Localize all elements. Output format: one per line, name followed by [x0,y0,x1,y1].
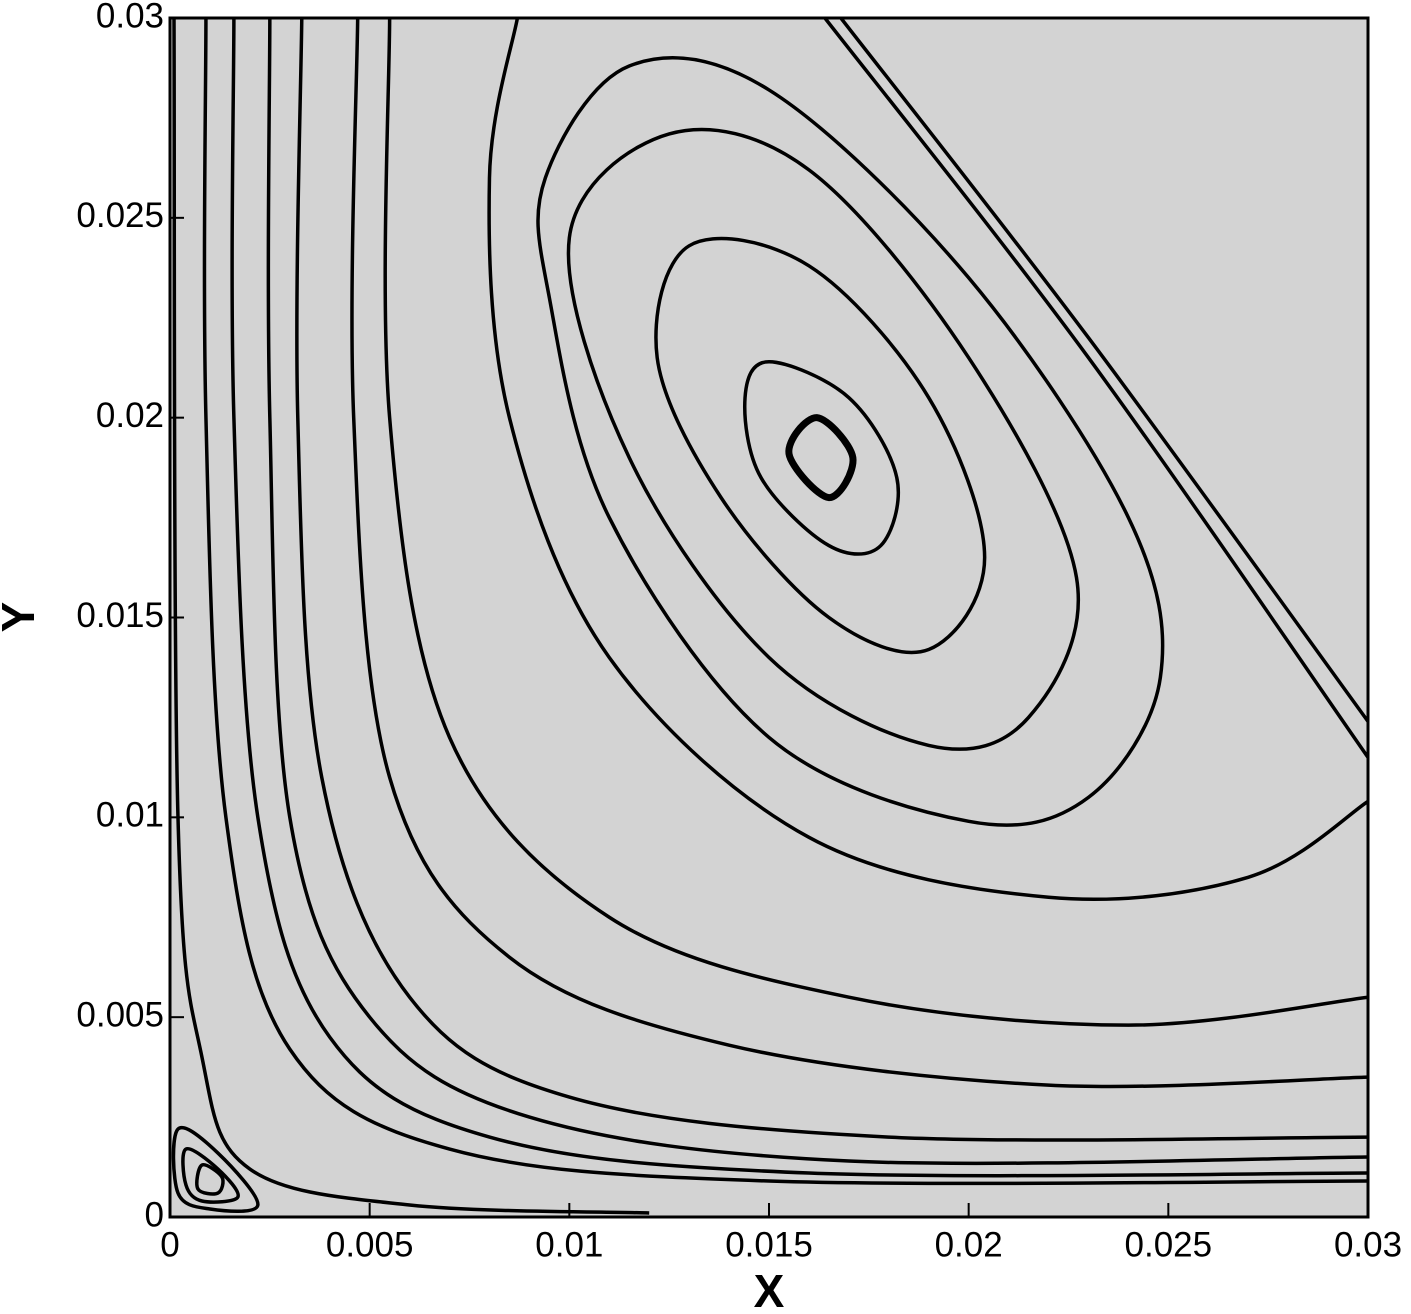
streamline [487,18,1368,902]
x-tick-label: 0.015 [725,1225,813,1264]
streamline [536,56,1165,827]
x-tick-label: 0.02 [935,1225,1003,1264]
x-tick-label: 0.03 [1334,1225,1402,1264]
x-tick-label: 0 [160,1225,179,1264]
x-tick-label: 0.01 [535,1225,603,1264]
streamline [195,1163,225,1196]
streamline [181,1147,240,1204]
y-tick-label: 0.02 [96,396,164,435]
y-tick-label: 0.01 [96,796,164,835]
streamline [383,18,1368,1027]
x-tick-label: 0.025 [1125,1225,1213,1264]
y-tick-label: 0.025 [76,196,164,235]
streamline [654,236,987,655]
y-tick-label: 0.03 [96,0,164,35]
streamline [202,18,1368,1186]
streamline [743,359,900,556]
x-tick-label: 0.005 [326,1225,414,1264]
streamline [266,18,1368,1166]
y-axis-title: Y [0,602,44,633]
x-axis-title: X [754,1265,785,1314]
streamline [785,414,857,502]
streamline [350,18,1368,1089]
streamline [295,18,1368,1142]
streamline [839,18,1368,723]
streamline [171,1125,260,1214]
streamline [172,18,650,1215]
streamline [566,127,1080,751]
y-tick-label: 0 [145,1195,164,1234]
streamlines [171,18,1368,1215]
y-tick-label: 0.015 [76,596,164,635]
streamline [230,18,1368,1178]
plot-background [170,18,1368,1217]
y-tick-label: 0.005 [76,995,164,1034]
streamline [823,18,1368,759]
